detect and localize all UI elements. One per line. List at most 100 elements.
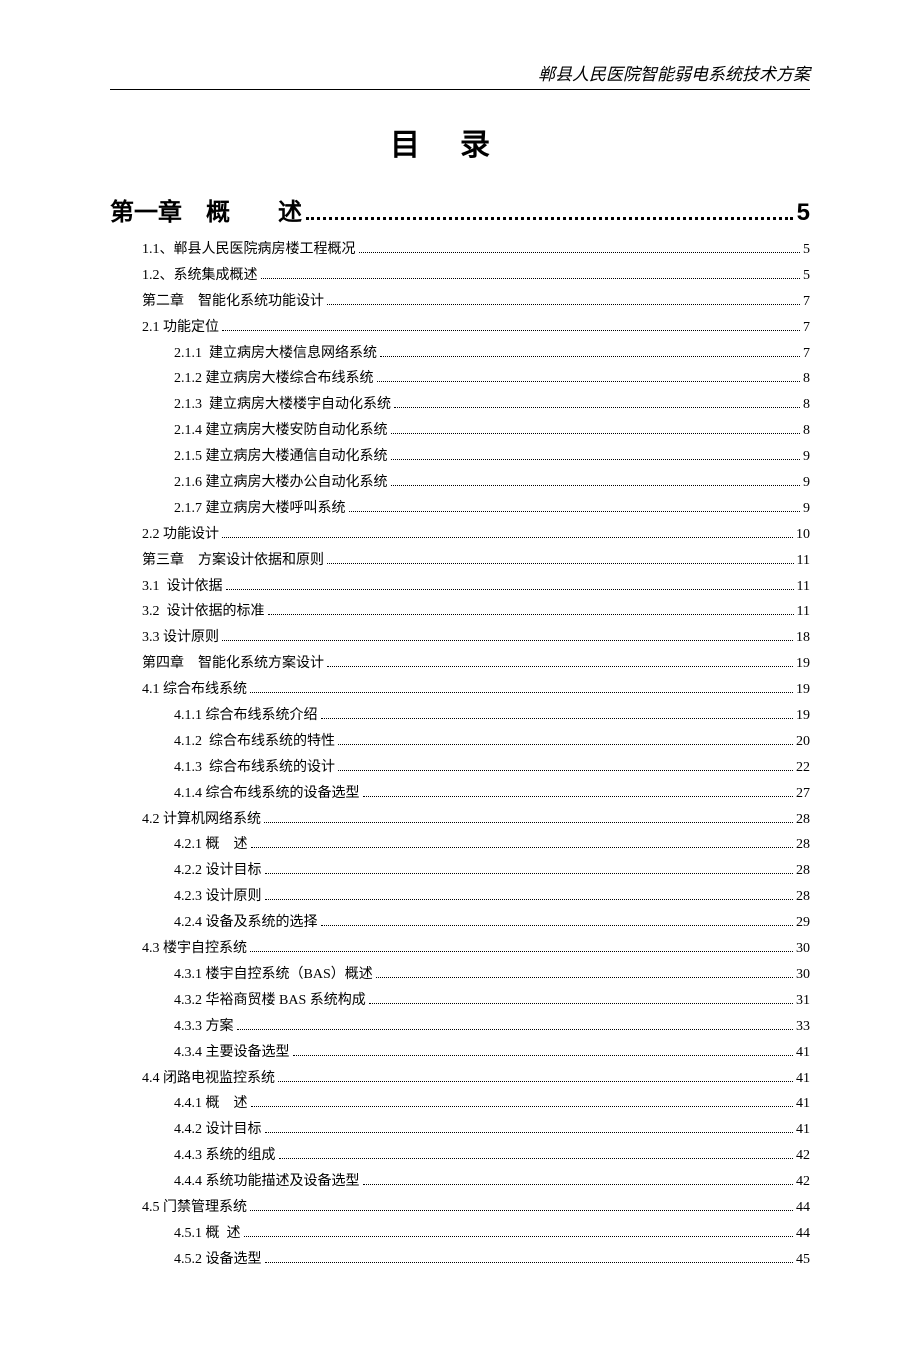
toc-entry-row: 1.2、系统集成概述5 [110, 263, 810, 289]
toc-entry-label: 4.4 闭路电视监控系统 [142, 1066, 275, 1092]
toc-entry-page: 41 [796, 1117, 810, 1143]
toc-entry-row: 2.1 功能定位7 [110, 315, 810, 341]
toc-entry-label: 4.5.2 设备选型 [174, 1247, 262, 1273]
toc-leader-dots [338, 770, 793, 771]
toc-entry-row: 4.2.2 设计目标 28 [110, 858, 810, 884]
toc-entry-label: 4.2.2 设计目标 [174, 858, 262, 884]
toc-entry-row: 4.1.4 综合布线系统的设备选型27 [110, 781, 810, 807]
toc-entry-row: 3.2 设计依据的标准11 [110, 599, 810, 625]
toc-entry-row: 2.1.4 建立病房大楼安防自动化系统8 [110, 418, 810, 444]
toc-entry-label: 4.1.2 综合布线系统的特性 [174, 729, 335, 755]
toc-entry-page: 28 [796, 858, 810, 884]
toc-entry-label: 第四章 智能化系统方案设计 [142, 651, 324, 677]
toc-leader-dots [265, 899, 794, 900]
toc-leader-dots [222, 640, 793, 641]
toc-leader-dots [327, 304, 800, 305]
toc-leader-dots [222, 330, 800, 331]
toc-leader-dots [391, 485, 801, 486]
toc-entry-page: 41 [796, 1040, 810, 1066]
toc-entry-page: 19 [796, 703, 810, 729]
document-page: 郸县人民医院智能弱电系统技术方案 目录 第一章 概 述 5 1.1、郸县人民医院… [0, 0, 920, 1353]
toc-entry-row: 4.4.1 概 述 41 [110, 1091, 810, 1117]
toc-entry-page: 30 [796, 936, 810, 962]
toc-entry-row: 4.5.2 设备选型45 [110, 1247, 810, 1273]
toc-entry-page: 11 [797, 574, 810, 600]
toc-entry-label: 4.2.1 概 述 [174, 832, 248, 858]
toc-entry-page: 8 [803, 392, 810, 418]
toc-entry-label: 2.1.7 建立病房大楼呼叫系统 [174, 496, 346, 522]
toc-leader-dots [279, 1158, 794, 1159]
toc-entry-label: 3.3 设计原则 [142, 625, 219, 651]
toc-entry-label: 2.1.5 建立病房大楼通信自动化系统 [174, 444, 388, 470]
toc-entry-page: 7 [803, 315, 810, 341]
toc-leader-dots [391, 459, 801, 460]
toc-entry-label: 4.2.4 设备及系统的选择 [174, 910, 318, 936]
toc-chapter-label: 第一章 概 述 [110, 192, 302, 227]
toc-entry-page: 28 [796, 832, 810, 858]
running-header: 郸县人民医院智能弱电系统技术方案 [110, 60, 810, 90]
toc-entry-row: 4.4 闭路电视监控系统41 [110, 1066, 810, 1092]
toc-entry-page: 19 [796, 677, 810, 703]
toc-entry-page: 11 [797, 548, 810, 574]
toc-leader-dots [251, 1106, 794, 1107]
toc-entry-page: 5 [803, 237, 810, 263]
toc-entry-page: 9 [803, 470, 810, 496]
toc-entry-page: 10 [796, 522, 810, 548]
toc-entry-page: 11 [797, 599, 810, 625]
toc-leader-dots [363, 796, 794, 797]
toc-leader-dots [265, 1132, 794, 1133]
toc-entry-label: 4.4.3 系统的组成 [174, 1143, 276, 1169]
toc-chapter-row: 第一章 概 述 5 [110, 192, 810, 227]
toc-entry-label: 2.1.3 建立病房大楼楼宇自动化系统 [174, 392, 391, 418]
toc-entry-row: 4.4.2 设计目标41 [110, 1117, 810, 1143]
toc-chapter-page: 5 [797, 199, 810, 227]
toc-leader-dots [244, 1236, 794, 1237]
toc-entry-label: 1.2、系统集成概述 [142, 263, 258, 289]
toc-entry-row: 4.3 楼宇自控系统30 [110, 936, 810, 962]
toc-entry-page: 29 [796, 910, 810, 936]
toc-entry-page: 8 [803, 366, 810, 392]
toc-entry-label: 4.5.1 概 述 [174, 1221, 241, 1247]
toc-entry-row: 2.1.5 建立病房大楼通信自动化系统9 [110, 444, 810, 470]
toc-entry-row: 4.1.3 综合布线系统的设计 22 [110, 755, 810, 781]
toc-entry-row: 1.1、郸县人民医院病房楼工程概况5 [110, 237, 810, 263]
toc-entry-row: 2.1.2 建立病房大楼综合布线系统8 [110, 366, 810, 392]
toc-leader-dots [380, 356, 800, 357]
toc-leader-dots [321, 925, 794, 926]
toc-leader-dots [369, 1003, 793, 1004]
toc-leader-dots [327, 666, 793, 667]
toc-entry-label: 第二章 智能化系统功能设计 [142, 289, 324, 315]
toc-entry-label: 4.1 综合布线系统 [142, 677, 247, 703]
toc-entry-page: 42 [796, 1143, 810, 1169]
toc-entry-page: 44 [796, 1221, 810, 1247]
toc-leader-dots [265, 873, 794, 874]
toc-leader-dots [250, 951, 793, 952]
toc-entry-page: 41 [796, 1091, 810, 1117]
toc-leader-dots [359, 252, 801, 253]
toc-entry-row: 4.3.3 方案33 [110, 1014, 810, 1040]
toc-entry-row: 4.3.4 主要设备选型41 [110, 1040, 810, 1066]
toc-entry-label: 4.3.1 楼宇自控系统（BAS）概述 [174, 962, 373, 988]
toc-leader-dots [391, 433, 801, 434]
toc-entry-label: 2.1.6 建立病房大楼办公自动化系统 [174, 470, 388, 496]
toc-leader-dots [250, 1210, 793, 1211]
toc-entry-page: 9 [803, 496, 810, 522]
toc-leader-dots [327, 563, 794, 564]
toc-entry-page: 7 [803, 289, 810, 315]
toc-leader-dots [237, 1029, 794, 1030]
toc-leader-dots [265, 1262, 794, 1263]
toc-leader-dots [264, 822, 793, 823]
toc-entry-page: 19 [796, 651, 810, 677]
toc-entry-label: 4.4.1 概 述 [174, 1091, 248, 1117]
toc-entry-row: 4.3.1 楼宇自控系统（BAS）概述30 [110, 962, 810, 988]
toc-entry-label: 2.1.4 建立病房大楼安防自动化系统 [174, 418, 388, 444]
toc-entry-label: 4.1.1 综合布线系统介绍 [174, 703, 318, 729]
toc-entry-row: 第三章 方案设计依据和原则11 [110, 548, 810, 574]
toc-entry-page: 22 [796, 755, 810, 781]
toc-entry-row: 4.2.1 概 述 28 [110, 832, 810, 858]
toc-leader-dots [363, 1184, 794, 1185]
toc-entry-row: 4.1 综合布线系统 19 [110, 677, 810, 703]
toc-entry-row: 3.1 设计依据11 [110, 574, 810, 600]
toc-entry-label: 4.1.3 综合布线系统的设计 [174, 755, 335, 781]
toc-entry-page: 20 [796, 729, 810, 755]
